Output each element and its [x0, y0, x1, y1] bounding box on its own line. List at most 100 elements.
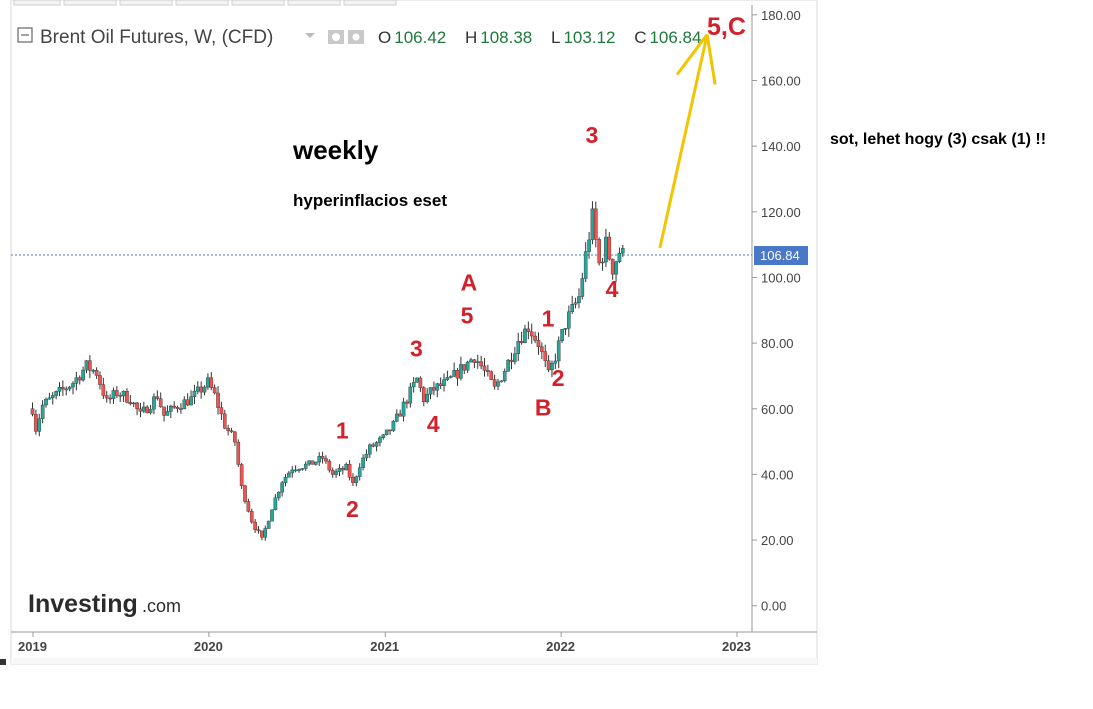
chart-legend[interactable]: Brent Oil Futures, W, (CFD) O 106.42 H 108…	[17, 27, 701, 48]
candle	[148, 404, 153, 415]
time-axis[interactable]: 2019 2020 2021 2022 2023	[18, 632, 751, 654]
candle-body	[206, 377, 210, 388]
candle	[212, 384, 217, 395]
candle	[583, 242, 588, 283]
candle-body	[222, 413, 227, 429]
candle	[74, 371, 79, 391]
candle	[543, 344, 548, 368]
candle	[368, 443, 372, 458]
candle-body	[550, 363, 554, 371]
chevron-down-icon[interactable]	[305, 33, 315, 38]
candle	[249, 508, 254, 524]
high-value: 108.38	[480, 28, 532, 47]
candle	[263, 525, 268, 541]
candle-body	[155, 396, 160, 399]
y-tick-label: 120.00	[761, 205, 801, 220]
candle-body	[408, 386, 413, 404]
candle-body	[47, 397, 52, 400]
candle-body	[509, 359, 514, 362]
candle-body	[398, 413, 402, 417]
candle-body	[297, 469, 301, 471]
candle	[415, 377, 419, 383]
symbol-title[interactable]: Brent Oil Futures, W, (CFD)	[40, 27, 273, 48]
candle-body	[169, 405, 173, 412]
candle-body	[529, 331, 534, 337]
top-toolbar	[13, 0, 397, 6]
candle-body	[519, 341, 524, 344]
price-axis[interactable]: 0.00 20.00 40.00 60.00 80.00 100.00 120.00 140.…	[752, 8, 801, 614]
bottom-toolbar[interactable]	[11, 658, 817, 664]
candle	[158, 392, 163, 408]
candle	[169, 404, 173, 419]
toolbar-tab[interactable]	[231, 0, 285, 6]
candle	[246, 498, 251, 513]
scenario-annotation: hyperinflacios eset	[293, 191, 447, 210]
candle	[553, 353, 558, 370]
target-wave-label: 5,C	[707, 13, 746, 41]
candle	[155, 390, 160, 401]
candle-body	[378, 437, 382, 443]
candle-body	[516, 341, 521, 355]
candle	[536, 332, 541, 355]
toolbar-tab[interactable]	[63, 0, 117, 6]
candle-body	[445, 377, 450, 380]
candle	[270, 509, 274, 522]
candle	[334, 468, 338, 478]
candle	[506, 359, 510, 372]
candle	[189, 390, 193, 406]
candle	[327, 459, 332, 473]
candle	[115, 386, 119, 398]
candle	[347, 460, 352, 481]
candle-body	[101, 384, 106, 396]
candle	[502, 368, 507, 383]
candle	[354, 475, 359, 487]
gear-icon[interactable]	[348, 30, 364, 44]
candle	[614, 260, 618, 282]
svg-text:.com: .com	[142, 596, 181, 616]
wave-label: 1	[542, 306, 555, 332]
candle	[297, 468, 301, 473]
candle-body	[401, 401, 406, 417]
collapse-icon[interactable]	[17, 27, 33, 43]
candle	[37, 413, 42, 437]
candle	[222, 409, 227, 430]
candle-body	[570, 304, 575, 313]
toolbar-tab[interactable]	[343, 0, 397, 6]
candle	[428, 387, 433, 400]
y-tick-label: 40.00	[761, 467, 794, 482]
low-value: 103.12	[563, 28, 615, 47]
candle	[550, 360, 554, 378]
candle-body	[499, 380, 504, 383]
open-label: O	[378, 28, 391, 47]
candle-body	[287, 472, 291, 478]
candle-body	[300, 468, 305, 470]
candle-body	[307, 460, 311, 465]
toolbar-tab[interactable]	[175, 0, 229, 6]
candle-body	[84, 360, 89, 371]
wave-label: 4	[606, 276, 619, 302]
candle-body	[290, 469, 295, 474]
candle-body	[513, 353, 517, 362]
toolbar-tab[interactable]	[13, 0, 61, 6]
y-tick-label: 0.00	[761, 599, 786, 614]
candle-body	[381, 434, 386, 439]
candle	[401, 397, 406, 422]
toolbar-tab[interactable]	[119, 0, 173, 6]
candle-body	[283, 476, 288, 483]
candle	[361, 454, 365, 471]
candle-body	[249, 511, 254, 523]
candle	[381, 434, 386, 440]
y-tick-label: 60.00	[761, 402, 794, 417]
toolbar-tab[interactable]	[287, 0, 341, 6]
candle	[465, 360, 470, 373]
settings-icon[interactable]	[328, 30, 344, 44]
candle-body	[303, 463, 308, 469]
candle-body	[34, 414, 38, 432]
candle	[47, 392, 52, 400]
candle-body	[479, 361, 483, 367]
candle-body	[475, 361, 480, 363]
candle	[98, 371, 102, 390]
candle	[226, 424, 230, 436]
candle-body	[330, 469, 335, 475]
